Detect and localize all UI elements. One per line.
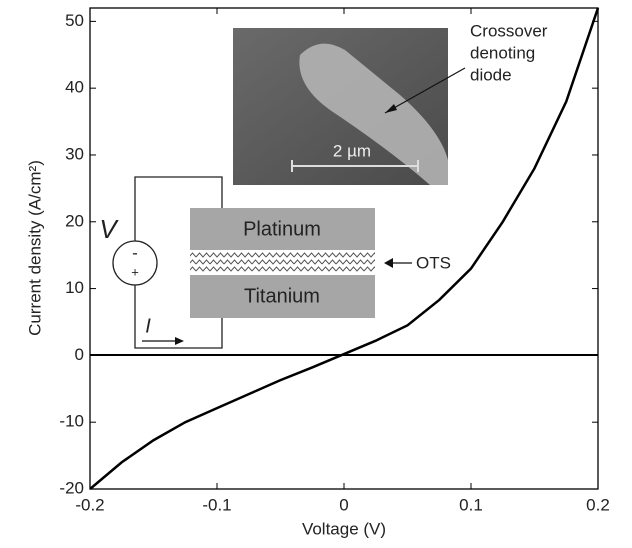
- y-tick-label: 10: [65, 278, 84, 297]
- x-axis-label: Voltage (V): [302, 519, 386, 538]
- x-tick-label: 0: [339, 495, 348, 514]
- arrow-head: [385, 104, 397, 113]
- scale-bar-label: 2 µm: [333, 141, 371, 160]
- y-tick-label: -10: [59, 412, 84, 431]
- y-tick-label: 50: [65, 11, 84, 30]
- platinum-layer: [190, 208, 375, 250]
- sem-label: denoting: [470, 43, 535, 62]
- y-tick-label: 30: [65, 144, 84, 163]
- current-label: I: [145, 315, 151, 337]
- titanium-layer: [190, 275, 375, 318]
- sem-label: diode: [470, 65, 512, 84]
- source-label: V: [99, 214, 119, 244]
- x-tick-label: 0.1: [459, 495, 483, 514]
- platinum-label: Platinum: [243, 218, 321, 240]
- ots-label: OTS: [416, 253, 451, 272]
- y-tick-label: 20: [65, 211, 84, 230]
- y-tick-label: -20: [59, 478, 84, 497]
- sem-feature: [299, 43, 448, 185]
- pointer-arrow: [384, 67, 466, 114]
- y-tick-label: 0: [75, 345, 84, 364]
- plot-frame: [89, 7, 599, 490]
- ots-layer: [190, 252, 375, 273]
- x-tick-label: -0.1: [202, 495, 231, 514]
- arrow-head: [384, 258, 393, 268]
- y-axis-label: Current density (A/cm²): [25, 160, 44, 336]
- titanium-label: Titanium: [244, 285, 320, 307]
- sem-label: Crossover: [470, 21, 548, 40]
- source-plus: +: [131, 264, 139, 279]
- source-minus: -: [132, 243, 138, 262]
- x-tick-label: -0.2: [75, 495, 104, 514]
- y-tick-label: 40: [65, 78, 84, 97]
- circuit-wire: [134, 176, 223, 349]
- x-tick-label: 0.2: [586, 495, 610, 514]
- voltage-source: [112, 240, 158, 286]
- arrow-head: [175, 337, 184, 345]
